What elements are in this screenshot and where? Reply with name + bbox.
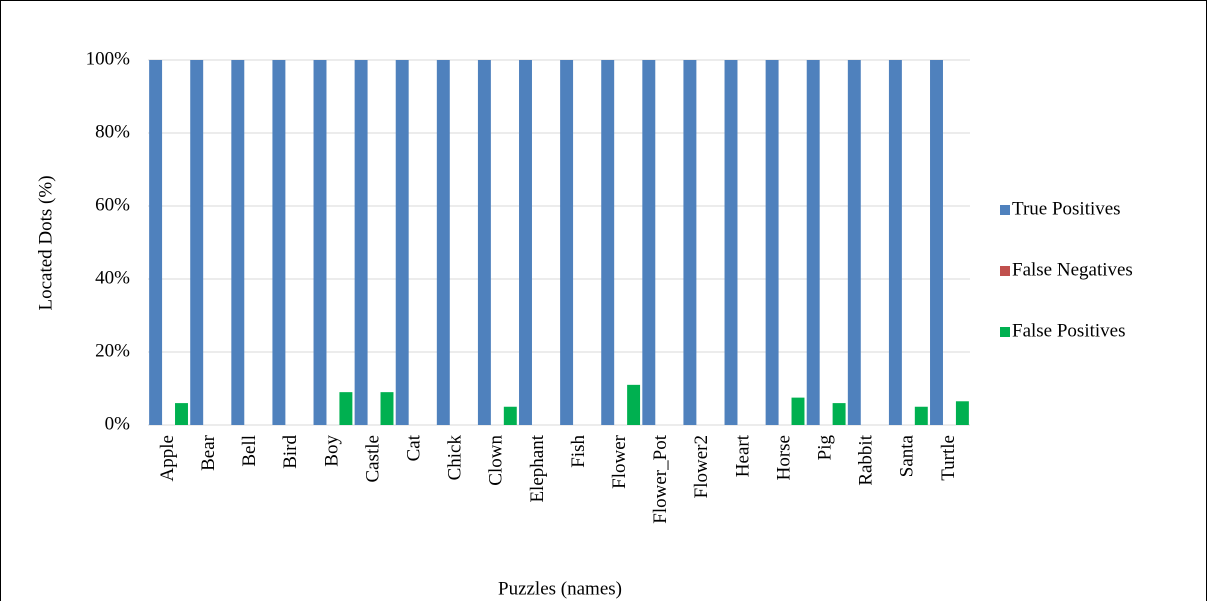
x-tick-label: Apple	[157, 435, 178, 481]
x-tick-label: Elephant	[527, 434, 548, 502]
y-tick-label: 60%	[95, 194, 130, 215]
x-tick-label: Flower	[609, 434, 630, 489]
bar	[477, 60, 491, 425]
bar	[149, 60, 163, 425]
bar	[339, 392, 353, 425]
bar	[832, 403, 846, 425]
y-tick-label: 40%	[95, 267, 130, 288]
bar	[395, 60, 409, 425]
y-axis-title: Located Dots (%)	[35, 175, 56, 310]
legend-swatch	[1000, 327, 1010, 337]
legend-swatch	[1000, 266, 1010, 276]
bar	[847, 60, 861, 425]
x-tick-label: Clown	[486, 435, 507, 486]
x-tick-label: Flower2	[691, 435, 712, 498]
x-tick-label: Castle	[362, 435, 383, 483]
bar	[175, 403, 188, 425]
x-tick-label: Bell	[239, 435, 260, 467]
y-tick-label: 80%	[95, 121, 130, 142]
x-tick-label: Santa	[897, 434, 918, 477]
bar	[724, 60, 738, 425]
y-tick-label: 100%	[86, 48, 131, 69]
bar	[560, 60, 574, 425]
bar	[272, 60, 286, 425]
bar	[354, 60, 368, 425]
bar	[765, 60, 779, 425]
x-tick-label: Heart	[732, 434, 753, 477]
bar	[642, 60, 656, 425]
bar	[806, 60, 820, 425]
x-tick-label: Boy	[321, 435, 342, 467]
bar	[313, 60, 327, 425]
bar	[519, 60, 532, 425]
legend-label: False Negatives	[1012, 259, 1133, 280]
bar	[791, 397, 805, 425]
bar	[190, 60, 204, 425]
bar	[627, 384, 641, 425]
bar	[231, 60, 245, 425]
bar	[955, 401, 969, 425]
x-tick-label: Bird	[280, 435, 301, 469]
bar	[914, 406, 928, 425]
y-tick-label: 0%	[105, 413, 131, 434]
bar	[888, 60, 902, 425]
x-tick-label: Rabbit	[856, 434, 877, 485]
legend-swatch	[1000, 205, 1010, 215]
x-axis-title: Puzzles (names)	[498, 578, 622, 599]
y-tick-label: 20%	[95, 340, 130, 361]
bar	[683, 60, 697, 425]
bar	[503, 406, 517, 425]
bar	[436, 60, 450, 425]
x-tick-label: Pig	[815, 435, 836, 461]
x-tick-label: Turtle	[938, 435, 959, 481]
x-tick-label: Bear	[198, 434, 219, 471]
x-tick-label: Chick	[445, 435, 466, 481]
x-tick-label: Cat	[404, 434, 425, 461]
x-tick-label: Flower_Pot	[650, 434, 671, 523]
legend-label: False Positives	[1012, 320, 1125, 341]
x-tick-label: Fish	[568, 435, 589, 468]
bar	[380, 392, 394, 425]
bar	[930, 60, 943, 425]
legend-label: True Positives	[1012, 198, 1121, 219]
x-tick-label: Horse	[773, 435, 794, 480]
bar	[601, 60, 615, 425]
